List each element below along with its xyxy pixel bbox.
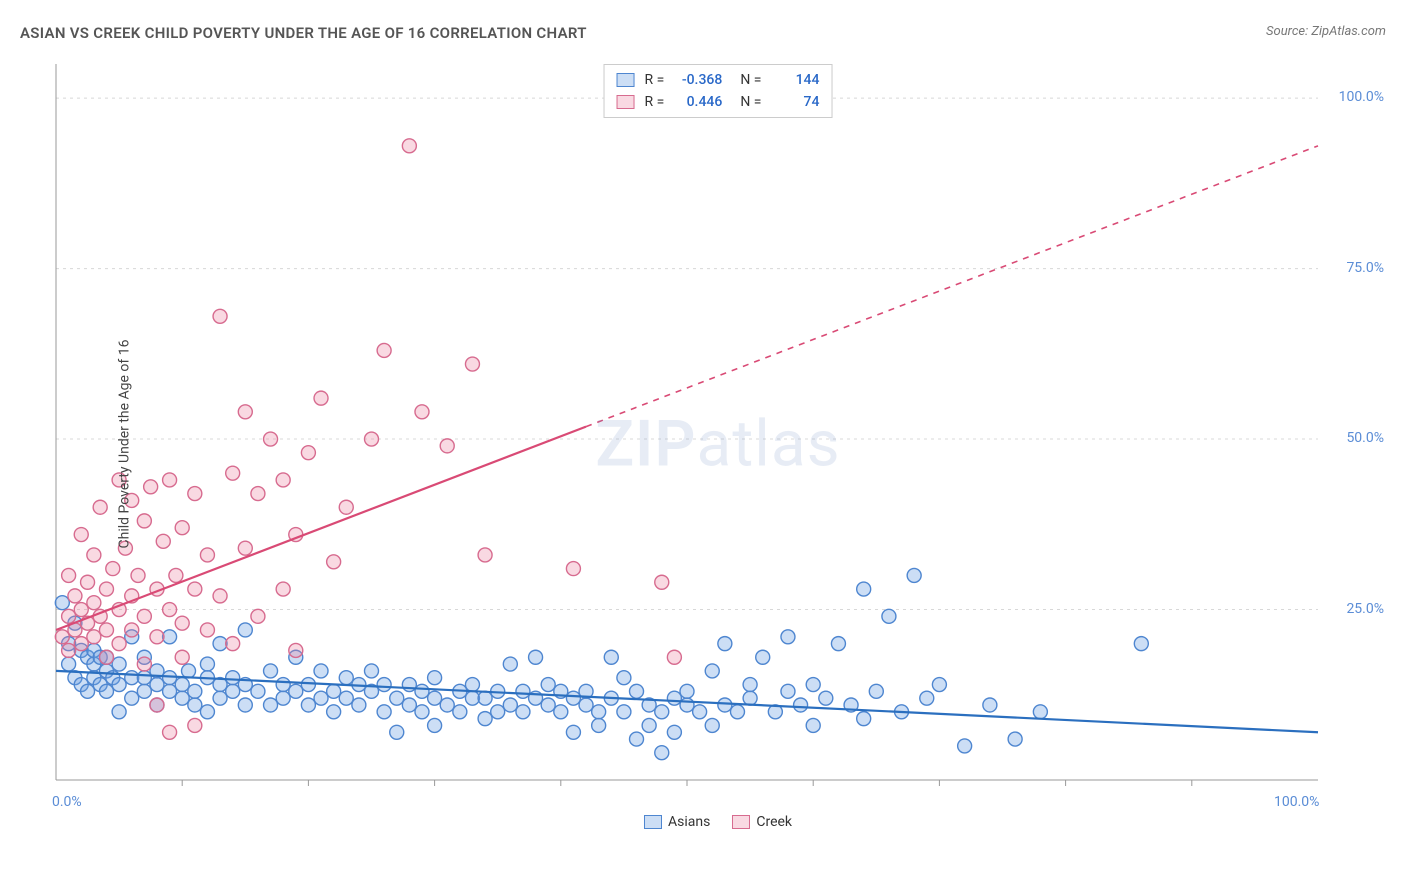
x-tick-label: 100.0% — [1274, 794, 1319, 810]
series-legend-item: Creek — [732, 814, 792, 830]
chart-canvas — [48, 60, 1388, 828]
y-tick-label: 50.0% — [1346, 430, 1384, 446]
series-legend-item: Asians — [644, 814, 710, 830]
correlation-legend: R = -0.368 N = 144 R = 0.446 N = 74 — [604, 64, 833, 118]
legend-n-label: N = — [740, 72, 761, 88]
legend-n-value: 74 — [771, 94, 819, 110]
y-tick-label: 25.0% — [1346, 601, 1384, 617]
chart-title: ASIAN VS CREEK CHILD POVERTY UNDER THE A… — [20, 24, 587, 42]
y-tick-label: 100.0% — [1339, 89, 1384, 105]
legend-r-value: 0.446 — [674, 94, 722, 110]
legend-row: R = -0.368 N = 144 — [617, 69, 820, 91]
x-tick-label: 0.0% — [52, 794, 82, 810]
legend-swatch — [732, 815, 750, 829]
series-legend: Asians Creek — [644, 814, 792, 830]
legend-row: R = 0.446 N = 74 — [617, 91, 820, 113]
legend-swatch — [644, 815, 662, 829]
legend-swatch — [617, 95, 635, 109]
y-axis-label: Child Poverty Under the Age of 16 — [117, 340, 133, 549]
series-label: Creek — [756, 814, 792, 830]
legend-swatch — [617, 73, 635, 87]
legend-n-label: N = — [740, 94, 761, 110]
y-tick-label: 75.0% — [1346, 260, 1384, 276]
legend-n-value: 144 — [771, 72, 819, 88]
series-label: Asians — [668, 814, 710, 830]
legend-r-label: R = — [645, 94, 665, 110]
scatter-plot: Child Poverty Under the Age of 16 ZIPatl… — [48, 60, 1388, 828]
legend-r-label: R = — [645, 72, 665, 88]
legend-r-value: -0.368 — [674, 72, 722, 88]
source-attribution: Source: ZipAtlas.com — [1266, 24, 1386, 39]
